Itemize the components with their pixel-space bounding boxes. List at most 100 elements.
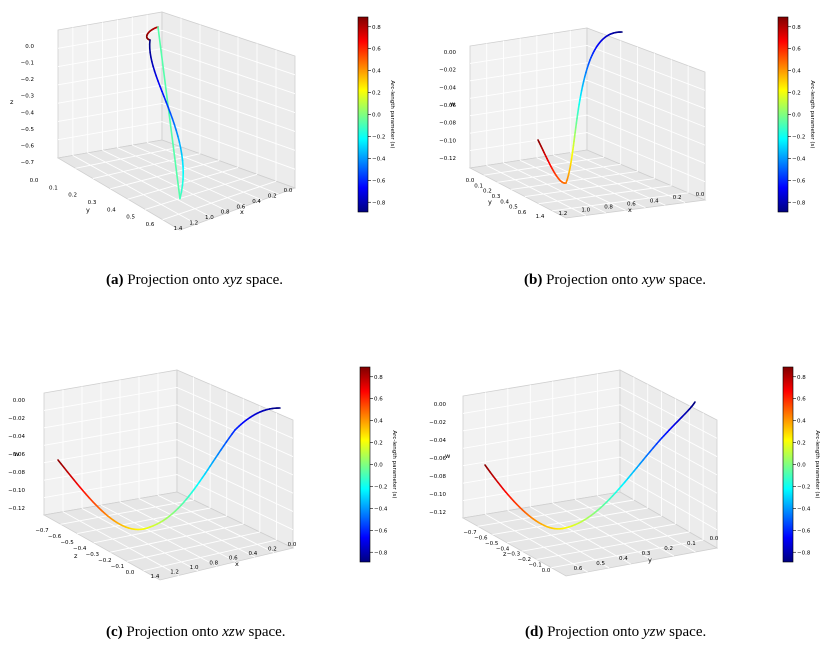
x-tick-label: 1.0	[190, 565, 199, 571]
colorbar-tick-label: −0.6	[374, 528, 388, 534]
z-tick-label: −0.08	[8, 470, 25, 476]
caption-text: Projection onto	[546, 272, 642, 288]
caption-space: xzw	[222, 624, 245, 640]
colorbar-tick-label: 0.0	[797, 463, 806, 469]
x-tick-label: 0.0	[284, 188, 293, 194]
curve-segment	[63, 467, 69, 473]
x-axis-label: x	[628, 206, 632, 214]
x-tick-label: 0.2	[673, 195, 682, 201]
colorbar-label: Arc-length parameter (s)	[814, 430, 820, 498]
colorbar-scale	[357, 16, 369, 213]
curve-segment	[165, 101, 170, 109]
caption-text: Projection onto	[547, 624, 643, 640]
gridline	[119, 501, 237, 563]
curve-segment	[66, 471, 72, 477]
curve-segment	[69, 475, 75, 481]
z-tick-label: −0.08	[429, 474, 446, 480]
y-tick-label: 0.0	[126, 570, 135, 576]
colorbar: 0.8 0.6 0.4 0.2 0.0 −0.2 −0.4 −0.6 −0.8 Arc-lengt…	[357, 16, 395, 213]
colorbar-scale	[777, 16, 789, 213]
z-tick-label: −0.7	[21, 160, 35, 166]
gridline	[536, 157, 646, 209]
y-tick-label: −0.2	[98, 558, 111, 564]
gridline	[551, 539, 704, 569]
curve-segment	[73, 478, 78, 485]
curve-segment	[655, 439, 661, 445]
gridline	[43, 421, 294, 476]
gridline	[469, 79, 706, 128]
gridline	[75, 146, 182, 169]
z-tick-label: −0.10	[8, 488, 25, 494]
colorbar-tick-label: 0.0	[792, 113, 801, 119]
caption-tag: (a)	[106, 272, 124, 288]
curve-segment	[175, 129, 179, 138]
gridline	[87, 152, 214, 219]
x-tick-label: 0.8	[604, 205, 613, 211]
gridline	[162, 180, 277, 221]
y-tick-label: 0.6	[518, 210, 527, 216]
x-tick-label: 1.0	[205, 215, 214, 221]
gridline	[100, 504, 218, 567]
gridlines	[469, 30, 706, 216]
z-tick-label: −0.04	[8, 434, 25, 440]
curve-segment	[159, 85, 163, 93]
curve-segment	[639, 459, 645, 465]
curve-segment	[177, 135, 181, 144]
y-tick-label: −0.4	[496, 546, 510, 552]
curve-segment	[211, 457, 217, 464]
colorbar-tick-label: −0.4	[372, 156, 386, 162]
x-tick-label: 0.2	[268, 193, 277, 199]
colorbar-tick-label: 0.6	[372, 47, 381, 53]
x-axis-label: x	[240, 208, 244, 216]
colorbar-tick-label: 0.2	[372, 91, 381, 97]
gridline	[570, 152, 686, 203]
gridline	[552, 192, 689, 212]
gridline	[43, 386, 294, 439]
z-tick-label: −0.6	[21, 143, 35, 149]
gridline	[43, 456, 294, 512]
z-axis-label: w	[445, 452, 451, 460]
colorbar-tick-label: 0.2	[792, 91, 801, 97]
curve-segment	[629, 470, 635, 476]
colorbar: 0.8 0.6 0.4 0.2 0.0 −0.2 −0.4 −0.6 −0.8 Arc-lengt…	[777, 16, 815, 213]
x-tick-label: 0.3	[642, 551, 651, 557]
x-tick-label: 1.0	[581, 208, 590, 214]
gridline	[469, 132, 706, 183]
y-tick-label: −0.3	[507, 552, 521, 558]
gridline	[462, 474, 718, 531]
colorbar-tick-label: 0.8	[792, 25, 801, 31]
gridline	[62, 511, 180, 576]
y-tick-label: 0.1	[474, 183, 483, 189]
gridline	[146, 142, 279, 195]
caption-tag: (b)	[524, 272, 543, 288]
colorbar-tick-label: 0.6	[374, 397, 383, 403]
curve-segment	[179, 191, 183, 200]
curve-segment	[79, 486, 85, 492]
z-tick-label: −0.06	[429, 456, 446, 462]
panel-c: 0.00−0.02−0.04−0.06−0.08−0.10−0.12w−0.7−…	[8, 366, 397, 581]
colorbar-tick-label: −0.6	[792, 178, 806, 184]
gridline	[507, 515, 662, 544]
gridline	[117, 147, 246, 207]
y-axis-label: y	[86, 206, 90, 214]
colorbar-tick-label: 0.8	[374, 375, 383, 381]
colorbar-tick-label: 0.8	[372, 25, 381, 31]
colorbar-tick-label: −0.4	[797, 506, 811, 512]
caption-end: space.	[244, 624, 286, 640]
curve-segment	[163, 95, 167, 103]
gridline	[503, 162, 606, 214]
colorbar: 0.8 0.6 0.4 0.2 0.0 −0.2 −0.4 −0.6 −0.8 Arc-lengt…	[782, 366, 820, 563]
gridline	[57, 48, 296, 95]
gridline	[138, 498, 256, 558]
z-tick-label: −0.2	[21, 77, 34, 83]
colorbar-tick-label: −0.2	[374, 484, 387, 490]
colorbar-tick-label: 0.6	[792, 47, 801, 53]
curve-segment	[214, 453, 219, 460]
caption-tag: (c)	[106, 624, 123, 640]
curve-segment	[151, 60, 154, 68]
z-tick-label: −0.5	[21, 127, 35, 133]
y-tick-label: 0.3	[88, 200, 97, 206]
caption-end: space.	[665, 272, 707, 288]
gridline	[81, 508, 199, 572]
